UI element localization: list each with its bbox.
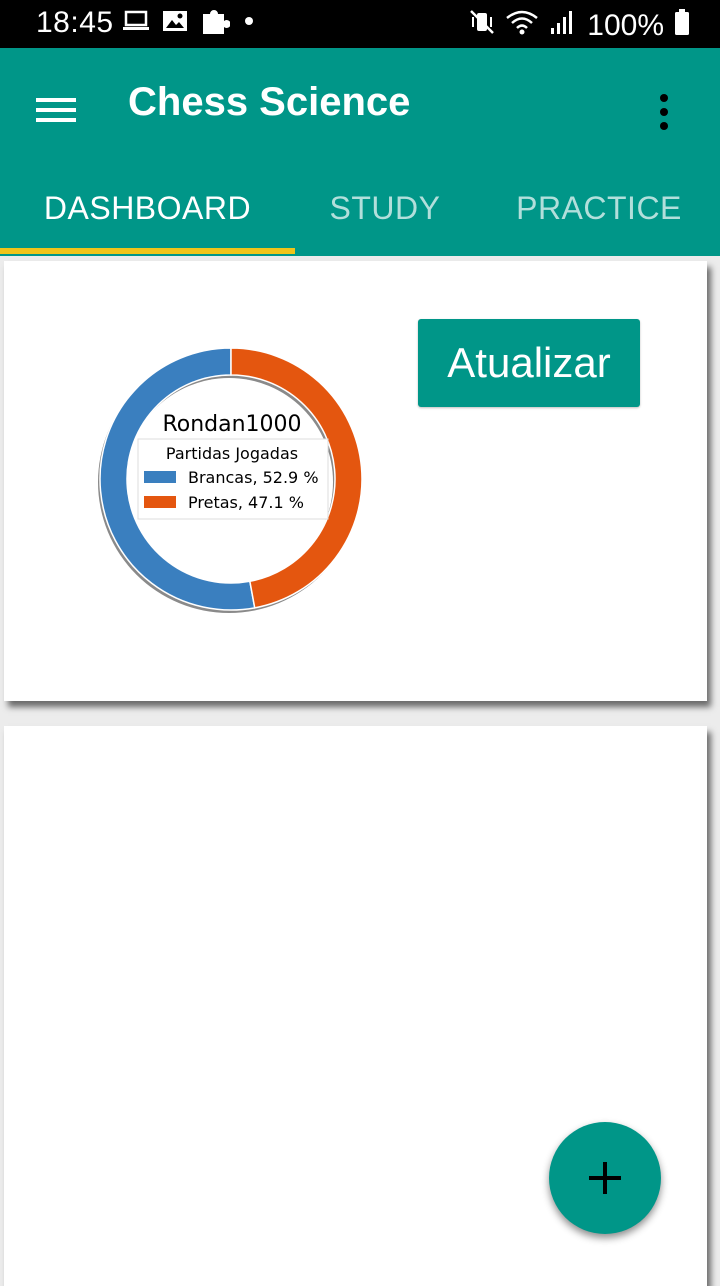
app-bar: Chess Science DASHBOARD STUDY PRACTICE: [0, 48, 720, 256]
tab-indicator: [0, 248, 295, 254]
more-vert-icon[interactable]: [648, 92, 680, 132]
legend-swatch-pretas: [144, 496, 176, 508]
tab-practice[interactable]: PRACTICE: [516, 190, 682, 226]
wifi-icon: [505, 8, 539, 44]
puzzle-icon: [200, 5, 231, 43]
slices-group: [99, 347, 363, 611]
battery-icon: [674, 8, 690, 44]
legend-swatch-brancas: [144, 471, 176, 483]
add-fab-button[interactable]: [549, 1122, 661, 1234]
signal-icon: [549, 8, 575, 44]
tab-bar: DASHBOARD STUDY PRACTICE: [0, 176, 720, 256]
app-title: Chess Science: [128, 80, 411, 124]
image-icon: [162, 7, 188, 41]
legend-title: Partidas Jogadas: [166, 444, 298, 463]
plus-icon: [589, 1162, 621, 1194]
status-right-icons: 100%: [469, 8, 690, 44]
legend-label-pretas: Pretas, 47.1 %: [188, 493, 304, 512]
pie-slice-pretas: [230, 347, 363, 609]
pie-slice-brancas: [99, 347, 256, 611]
chart-title: Rondan1000: [162, 412, 301, 437]
donut-chart: Rondan1000 Partidas Jogadas Brancas, 52.…: [98, 347, 363, 613]
battery-percent: 100%: [587, 9, 664, 42]
status-bar: 18:45 100%: [0, 0, 720, 48]
status-left-icons: [122, 10, 256, 38]
mute-vibrate-icon: [469, 8, 495, 44]
dashboard-chart-card: Rondan1000 Partidas Jogadas Brancas, 52.…: [4, 261, 707, 701]
tab-dashboard[interactable]: DASHBOARD: [43, 190, 252, 226]
hamburger-menu-icon[interactable]: [36, 90, 76, 130]
atualizar-button[interactable]: Atualizar: [418, 319, 640, 407]
notification-dot-icon: [242, 7, 256, 41]
tab-study[interactable]: STUDY: [329, 190, 441, 226]
status-time: 18:45: [36, 6, 114, 39]
legend-label-brancas: Brancas, 52.9 %: [188, 468, 319, 487]
laptop-icon: [122, 7, 150, 41]
